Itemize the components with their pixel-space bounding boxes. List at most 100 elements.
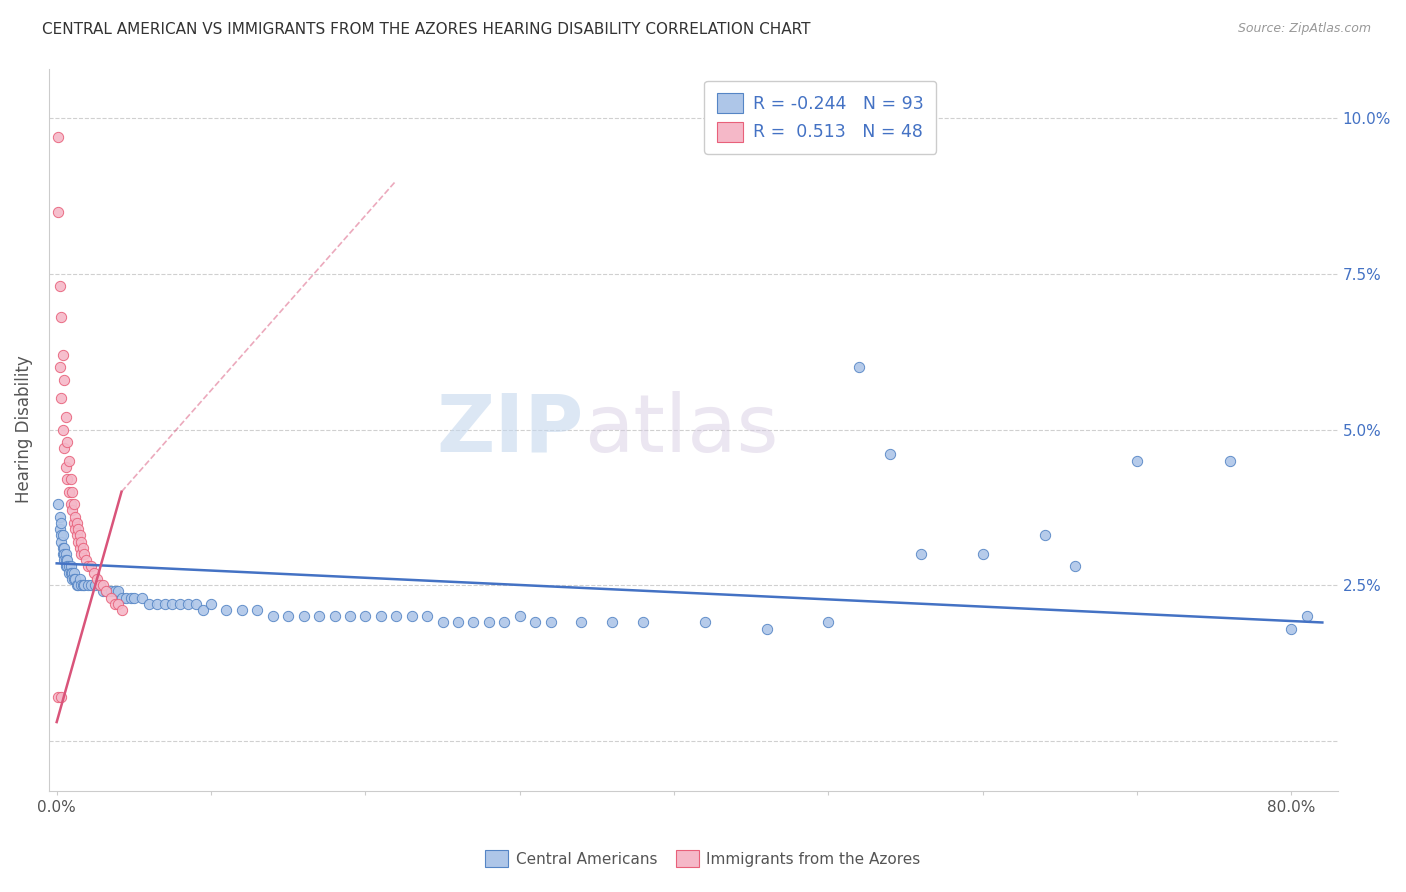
Point [66, 528, 89, 542]
Point [56, 434, 79, 449]
Point [49, 522, 72, 536]
Point [60, 566, 83, 580]
Point [401, 609, 423, 624]
Point [262, 609, 284, 624]
Point [509, 609, 531, 624]
Point [115, 591, 138, 605]
Point [56, 559, 79, 574]
Point [67, 578, 90, 592]
Point [79, 559, 101, 574]
Point [55, 559, 77, 574]
Point [46, 130, 69, 145]
Point [162, 597, 184, 611]
Text: Source: ZipAtlas.com: Source: ZipAtlas.com [1237, 22, 1371, 36]
Point [91, 584, 114, 599]
Point [46, 497, 69, 511]
Point [55, 547, 77, 561]
Point [879, 447, 901, 461]
Point [69, 572, 91, 586]
Point [59, 497, 82, 511]
Point [177, 597, 200, 611]
Point [73, 547, 96, 561]
Legend: R = -0.244   N = 93, R =  0.513   N = 48: R = -0.244 N = 93, R = 0.513 N = 48 [704, 81, 936, 154]
Point [91, 578, 114, 592]
Point [69, 528, 91, 542]
Point [76, 578, 98, 592]
Point [107, 584, 129, 599]
Point [49, 279, 72, 293]
Point [52, 348, 75, 362]
Point [104, 597, 127, 611]
Point [72, 541, 94, 555]
Point [59, 559, 82, 574]
Point [79, 578, 101, 592]
Point [46, 690, 69, 705]
Point [169, 597, 191, 611]
Point [89, 578, 111, 592]
Point [53, 541, 76, 555]
Legend: Central Americans, Immigrants from the Azores: Central Americans, Immigrants from the A… [479, 844, 927, 873]
Point [463, 615, 485, 630]
Point [385, 609, 408, 624]
Point [631, 615, 654, 630]
Point [62, 497, 84, 511]
Point [524, 615, 547, 630]
Point [308, 609, 330, 624]
Point [494, 615, 516, 630]
Point [370, 609, 392, 624]
Point [447, 615, 470, 630]
Point [69, 541, 91, 555]
Point [94, 584, 117, 599]
Point [755, 622, 778, 636]
Point [51, 310, 73, 325]
Point [73, 578, 96, 592]
Point [60, 572, 83, 586]
Point [70, 547, 93, 561]
Point [1033, 528, 1056, 542]
Point [67, 534, 90, 549]
Point [110, 591, 132, 605]
Point [910, 547, 932, 561]
Point [52, 423, 75, 437]
Point [60, 503, 83, 517]
Point [146, 597, 169, 611]
Point [51, 528, 73, 542]
Point [52, 541, 75, 555]
Point [58, 559, 80, 574]
Point [817, 615, 839, 630]
Point [67, 522, 90, 536]
Point [52, 528, 75, 542]
Point [110, 603, 132, 617]
Point [432, 615, 454, 630]
Point [693, 615, 716, 630]
Point [100, 591, 122, 605]
Point [277, 609, 299, 624]
Point [62, 572, 84, 586]
Point [49, 360, 72, 375]
Point [66, 516, 89, 530]
Point [323, 609, 346, 624]
Point [53, 373, 76, 387]
Point [193, 603, 215, 617]
Point [63, 572, 86, 586]
Point [89, 578, 111, 592]
Point [58, 566, 80, 580]
Point [1296, 609, 1319, 624]
Point [55, 410, 77, 425]
Point [56, 472, 79, 486]
Point [72, 578, 94, 592]
Point [70, 534, 93, 549]
Point [246, 603, 269, 617]
Y-axis label: Hearing Disability: Hearing Disability [15, 356, 32, 503]
Point [120, 591, 142, 605]
Point [83, 566, 105, 580]
Point [292, 609, 315, 624]
Point [49, 509, 72, 524]
Point [94, 584, 117, 599]
Point [104, 584, 127, 599]
Point [63, 509, 86, 524]
Point [51, 516, 73, 530]
Point [46, 204, 69, 219]
Point [53, 441, 76, 455]
Point [55, 459, 77, 474]
